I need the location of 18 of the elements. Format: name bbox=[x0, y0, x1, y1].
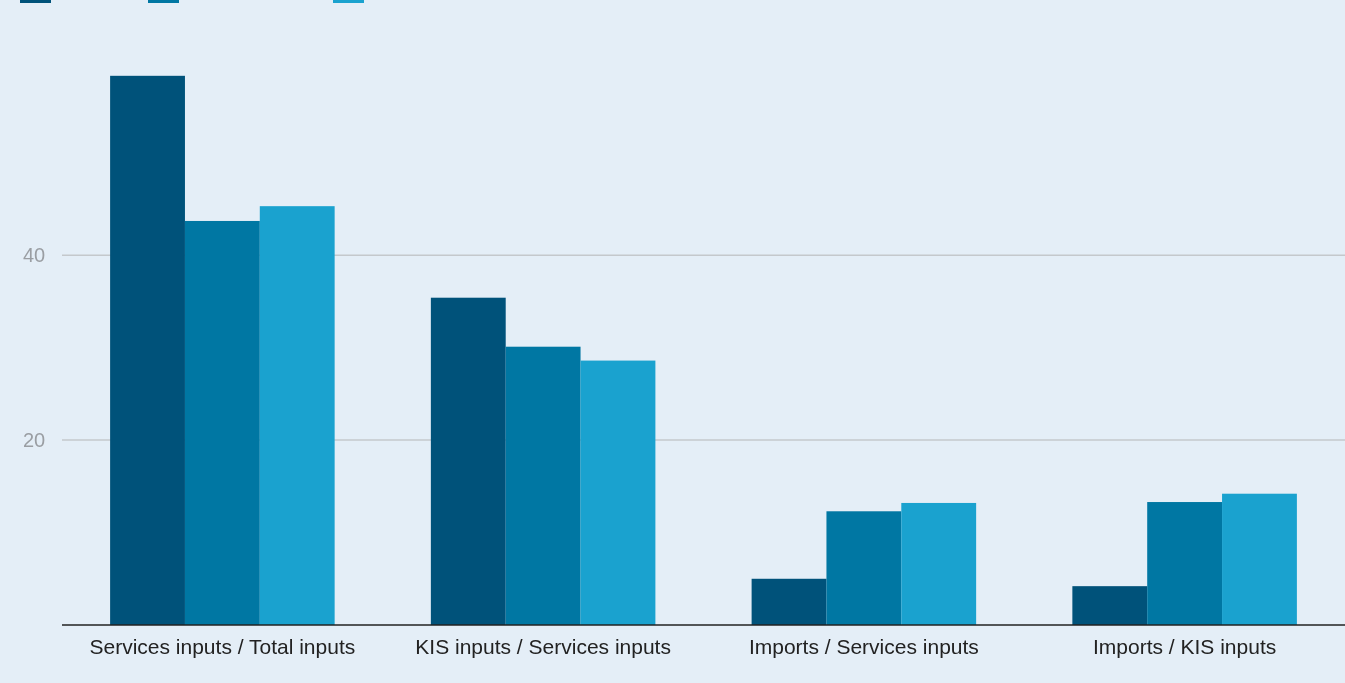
bar bbox=[901, 502, 977, 625]
y-tick-label: 40 bbox=[22, 244, 46, 267]
y-tick-label: 20 bbox=[22, 429, 46, 452]
bar bbox=[110, 75, 185, 625]
bar bbox=[1147, 502, 1223, 625]
bar bbox=[430, 297, 506, 625]
bar bbox=[751, 578, 827, 625]
x-tick-label: Imports / KIS inputs bbox=[1093, 635, 1277, 658]
bar bbox=[826, 511, 902, 625]
x-tick-label: KIS inputs / Services inputs bbox=[415, 635, 671, 658]
bar bbox=[580, 360, 656, 625]
bar bbox=[1222, 493, 1297, 625]
bar bbox=[259, 206, 335, 625]
bar bbox=[505, 346, 581, 625]
bar bbox=[1072, 586, 1148, 625]
bar bbox=[184, 220, 260, 625]
x-tick-label: Services inputs / Total inputs bbox=[89, 635, 356, 658]
x-tick-label: Imports / Services inputs bbox=[748, 635, 979, 658]
